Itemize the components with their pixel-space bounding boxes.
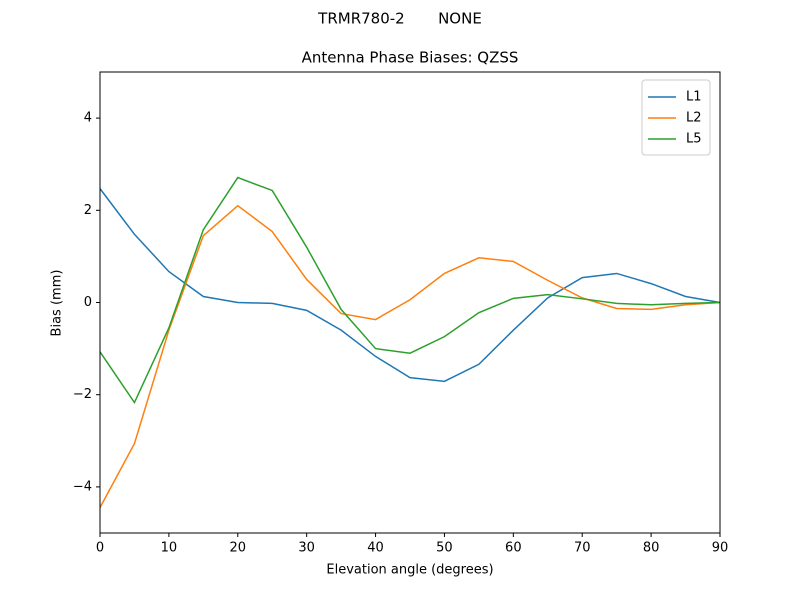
- x-tick-label: 30: [298, 541, 315, 556]
- y-tick-label: 0: [84, 295, 92, 310]
- y-tick-label: −2: [73, 387, 92, 402]
- legend-label: L5: [686, 132, 702, 147]
- series-line: [99, 204, 721, 509]
- chart-title: Antenna Phase Biases: QZSS: [302, 49, 519, 67]
- y-axis-label: Bias (mm): [50, 270, 65, 337]
- x-tick-label: 10: [161, 541, 178, 556]
- x-tick-label: 50: [436, 541, 453, 556]
- x-tick-label: 0: [96, 541, 104, 556]
- series-line: [99, 176, 721, 405]
- y-tick-label: 4: [84, 111, 92, 126]
- x-tick-label: 70: [574, 541, 591, 556]
- x-axis-label: Elevation angle (degrees): [326, 563, 493, 578]
- y-tick-label: −4: [73, 479, 92, 494]
- suptitle: TRMR780-2 NONE: [317, 10, 482, 28]
- x-tick-label: 20: [230, 541, 247, 556]
- y-tick-label: 2: [84, 203, 92, 218]
- series-line: [99, 188, 721, 383]
- x-tick-label: 80: [643, 541, 660, 556]
- x-tick-label: 40: [367, 541, 384, 556]
- legend-label: L2: [686, 111, 702, 126]
- axes-frame: [99, 71, 721, 534]
- x-tick-label: 60: [505, 541, 522, 556]
- legend-label: L1: [686, 90, 702, 105]
- x-tick-label: 90: [712, 541, 729, 556]
